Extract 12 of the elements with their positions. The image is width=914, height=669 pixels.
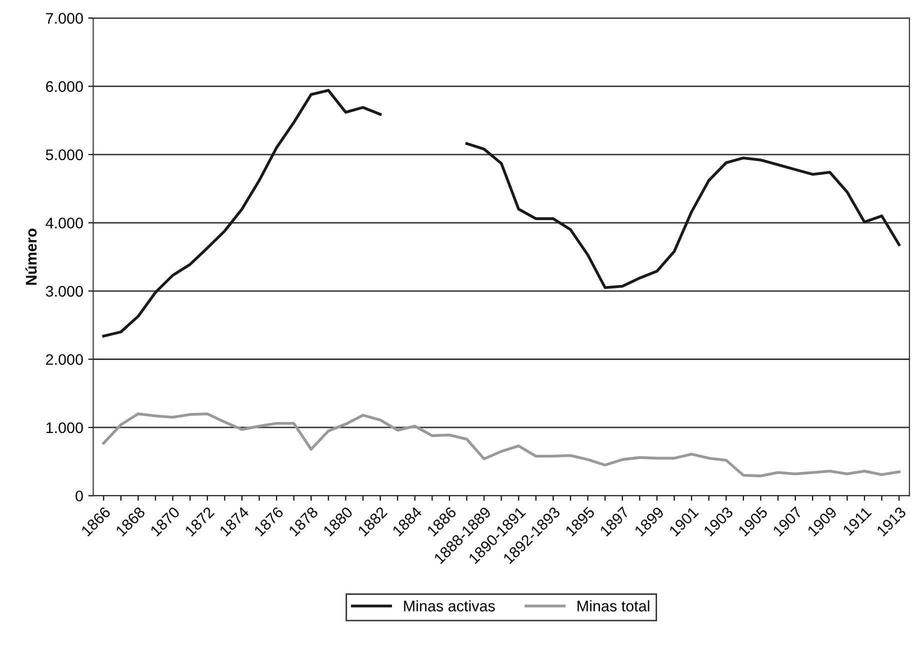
legend-label: Minas total <box>578 600 650 612</box>
y-tick-label: 1.000 <box>46 422 83 434</box>
y-axis-title: Número <box>25 228 37 285</box>
y-tick-label: 5.000 <box>46 149 83 160</box>
y-tick-label: 3.000 <box>46 286 83 297</box>
y-tick-label: 4.000 <box>46 218 83 228</box>
y-tick-label: 7.000 <box>46 12 83 24</box>
legend-label: Minas activas <box>404 600 495 612</box>
y-tick-label: 0 <box>76 490 83 502</box>
y-tick-label: 6.000 <box>46 81 83 92</box>
line-series <box>102 412 900 478</box>
y-tick-label: 2.000 <box>46 354 83 365</box>
